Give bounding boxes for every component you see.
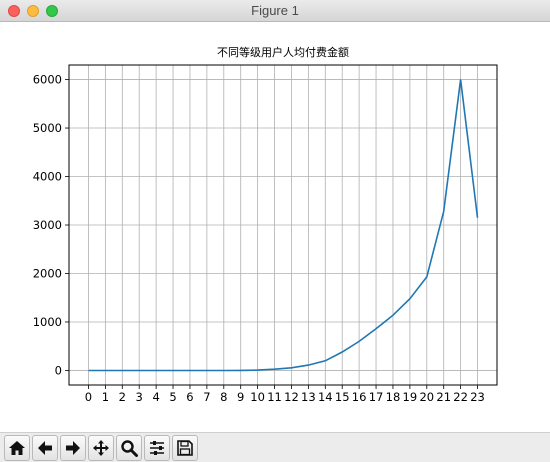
x-tick-label: 6 — [186, 390, 193, 404]
window-titlebar: Figure 1 — [0, 0, 550, 22]
x-tick-label: 15 — [335, 390, 350, 404]
x-tick-label: 7 — [203, 390, 210, 404]
x-tick-label: 2 — [119, 390, 126, 404]
y-tick-label: 3000 — [33, 218, 62, 232]
y-tick-label: 1000 — [33, 315, 62, 329]
y-tick-label: 6000 — [33, 73, 62, 87]
y-tick-label: 4000 — [33, 170, 62, 184]
x-tick-label: 3 — [136, 390, 143, 404]
x-tick-label: 11 — [267, 390, 282, 404]
home-icon — [9, 441, 25, 455]
maximize-window-button[interactable] — [46, 5, 58, 17]
sliders-icon — [150, 441, 164, 455]
zoom-button[interactable] — [116, 435, 142, 461]
chart-title: 不同等级用户人均付费金额 — [217, 45, 349, 59]
home-button[interactable] — [4, 435, 30, 461]
x-tick-label: 12 — [284, 390, 299, 404]
configure-subplots-button[interactable] — [144, 435, 170, 461]
x-tick-label: 9 — [237, 390, 244, 404]
line-chart: 0 1 2 3 4 5 6 7 8 9 10 11 12 13 14 15 16 17 18 19 20 21 22 23 0… — [33, 45, 498, 404]
y-tick-label: 5000 — [33, 121, 62, 135]
x-tick-label: 22 — [453, 390, 468, 404]
x-tick-label: 19 — [403, 390, 418, 404]
x-tick-label: 0 — [85, 390, 92, 404]
navigation-toolbar — [0, 432, 550, 462]
window-title: Figure 1 — [251, 3, 299, 18]
move-icon — [93, 440, 109, 456]
x-tick-label: 20 — [419, 390, 434, 404]
x-tick-label: 13 — [301, 390, 316, 404]
series-line — [88, 79, 479, 372]
back-button[interactable] — [32, 435, 58, 461]
forward-button[interactable] — [60, 435, 86, 461]
x-tick-label: 10 — [250, 390, 265, 404]
x-tick-label: 16 — [352, 390, 367, 404]
close-window-button[interactable] — [8, 5, 20, 17]
x-tick-label: 4 — [152, 390, 159, 404]
x-tick-label: 14 — [318, 390, 333, 404]
minimize-window-button[interactable] — [27, 5, 39, 17]
arrow-left-icon — [38, 441, 52, 455]
arrow-right-icon — [66, 441, 80, 455]
x-tick-label: 8 — [220, 390, 227, 404]
pan-button[interactable] — [88, 435, 114, 461]
figure-canvas: 0 1 2 3 4 5 6 7 8 9 10 11 12 13 14 15 16 17 18 19 20 21 22 23 0… — [0, 22, 550, 432]
x-tick-label: 18 — [386, 390, 401, 404]
magnifier-icon — [121, 440, 138, 457]
x-tick-label: 23 — [470, 390, 485, 404]
x-tick-label: 17 — [369, 390, 384, 404]
y-tick-label: 0 — [55, 363, 62, 377]
floppy-disk-icon — [177, 440, 193, 456]
x-tick-label: 21 — [436, 390, 451, 404]
save-button[interactable] — [172, 435, 198, 461]
x-tick-label: 1 — [102, 390, 109, 404]
x-tick-label: 5 — [169, 390, 176, 404]
y-tick-label: 2000 — [33, 266, 62, 280]
